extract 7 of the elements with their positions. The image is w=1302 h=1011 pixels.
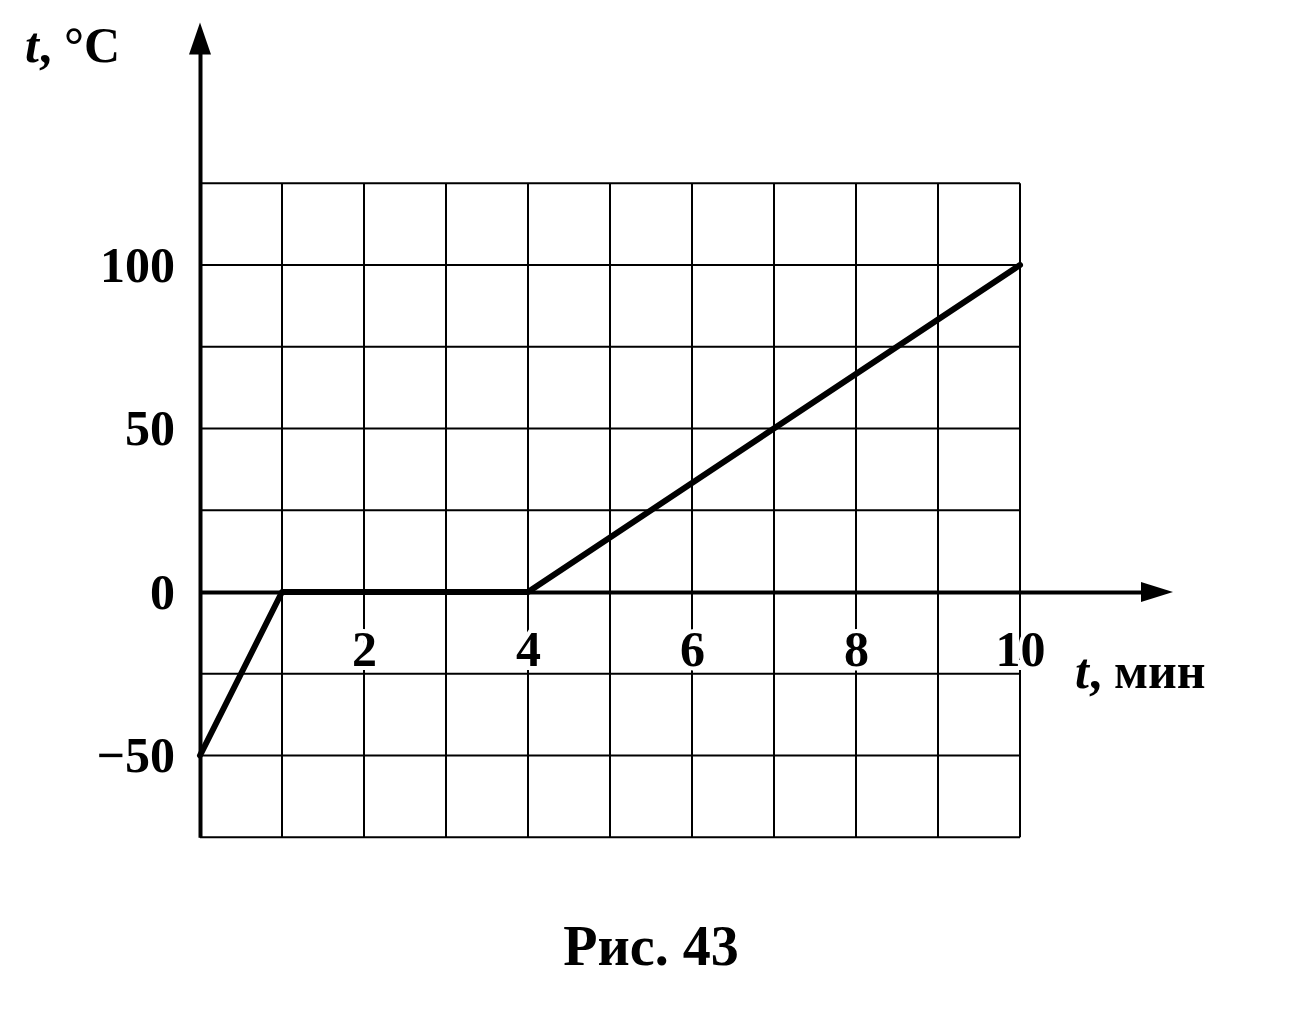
y-tick-label: −50 xyxy=(96,727,175,783)
y-tick-label: 100 xyxy=(100,236,175,293)
x-axis-title: t, мин xyxy=(1075,643,1206,699)
text: Рис. 43 xyxy=(563,915,739,977)
y-tick-label: 50 xyxy=(125,400,175,456)
y-axis-title: t, °C xyxy=(25,17,121,73)
y-tick-label: 0 xyxy=(150,563,175,620)
